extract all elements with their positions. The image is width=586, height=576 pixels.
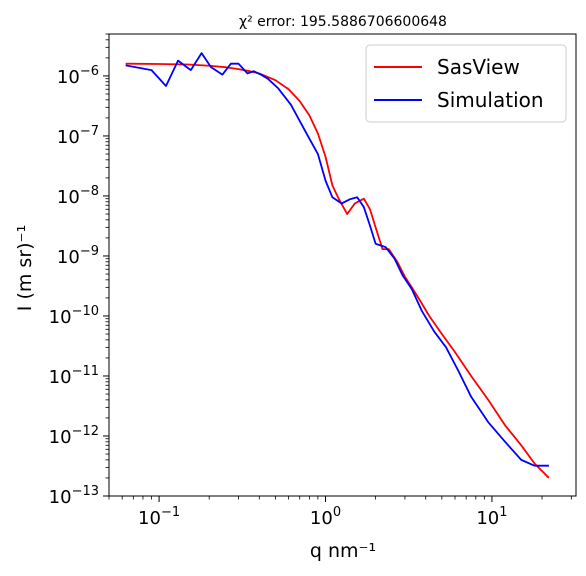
y-tick-base: 10 bbox=[49, 487, 72, 508]
y-tick-base: 10 bbox=[57, 247, 80, 268]
x-tick-exp: −1 bbox=[161, 505, 180, 520]
y-tick-label: 10−7 bbox=[57, 124, 99, 148]
y-tick-base: 10 bbox=[49, 307, 72, 328]
y-tick-label: 10−8 bbox=[57, 184, 99, 208]
x-tick-exp: 1 bbox=[499, 505, 507, 520]
y-tick-label: 10−9 bbox=[57, 244, 99, 268]
y-tick-exp: −8 bbox=[80, 184, 99, 199]
y-tick-exp: −12 bbox=[72, 424, 99, 439]
x-axis-label: q nm⁻¹ bbox=[310, 540, 376, 562]
x-tick-label: 10−1 bbox=[138, 505, 180, 529]
y-axis-label: I (m sr)⁻¹ bbox=[14, 225, 36, 311]
series-line-simulation bbox=[125, 52, 549, 467]
plot-frame bbox=[108, 33, 577, 497]
y-tick-base: 10 bbox=[57, 127, 80, 148]
y-tick-exp: −13 bbox=[72, 484, 99, 499]
y-tick-exp: −6 bbox=[80, 64, 99, 79]
legend: SasView Simulation bbox=[365, 44, 567, 123]
x-tick-base: 10 bbox=[476, 508, 499, 529]
y-tick-label: 10−11 bbox=[49, 364, 99, 388]
series-line-sasview bbox=[125, 62, 550, 479]
x-tick-exp: 0 bbox=[333, 505, 341, 520]
x-tick-base: 10 bbox=[310, 508, 333, 529]
y-tick-exp: −11 bbox=[72, 364, 99, 379]
legend-label-simulation: Simulation bbox=[437, 88, 544, 112]
y-tick-exp: −10 bbox=[72, 304, 99, 319]
x-tick-base: 10 bbox=[138, 508, 161, 529]
y-tick-base: 10 bbox=[57, 187, 80, 208]
y-tick-exp: −7 bbox=[80, 124, 99, 139]
legend-box bbox=[365, 44, 567, 123]
y-tick-base: 10 bbox=[49, 367, 72, 388]
y-tick-label: 10−10 bbox=[49, 304, 99, 328]
series-layer bbox=[125, 52, 550, 479]
chart-title: χ² error: 195.5886706600648 bbox=[239, 14, 447, 30]
y-tick-base: 10 bbox=[49, 427, 72, 448]
y-tick-label: 10−6 bbox=[57, 64, 99, 88]
y-tick-label: 10−12 bbox=[49, 424, 99, 448]
y-tick-label: 10−13 bbox=[49, 484, 99, 508]
legend-label-sasview: SasView bbox=[437, 55, 520, 79]
y-tick-base: 10 bbox=[57, 67, 80, 88]
x-tick-label: 100 bbox=[310, 505, 341, 529]
y-tick-exp: −9 bbox=[80, 244, 99, 259]
tick-layer: 10−1 100 10110−610−710−810−910−1010−1110−1… bbox=[49, 33, 572, 529]
x-tick-label: 101 bbox=[476, 505, 507, 529]
